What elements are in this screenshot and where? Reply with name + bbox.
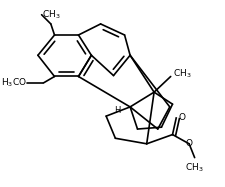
Text: O: O [185,139,192,148]
Text: CH$_3$: CH$_3$ [41,8,60,21]
Text: CH$_3$: CH$_3$ [184,161,203,174]
Text: H: H [114,106,120,115]
Text: O: O [177,113,184,122]
Text: CH$_3$: CH$_3$ [172,68,190,80]
Text: H$_3$CO: H$_3$CO [1,77,27,89]
